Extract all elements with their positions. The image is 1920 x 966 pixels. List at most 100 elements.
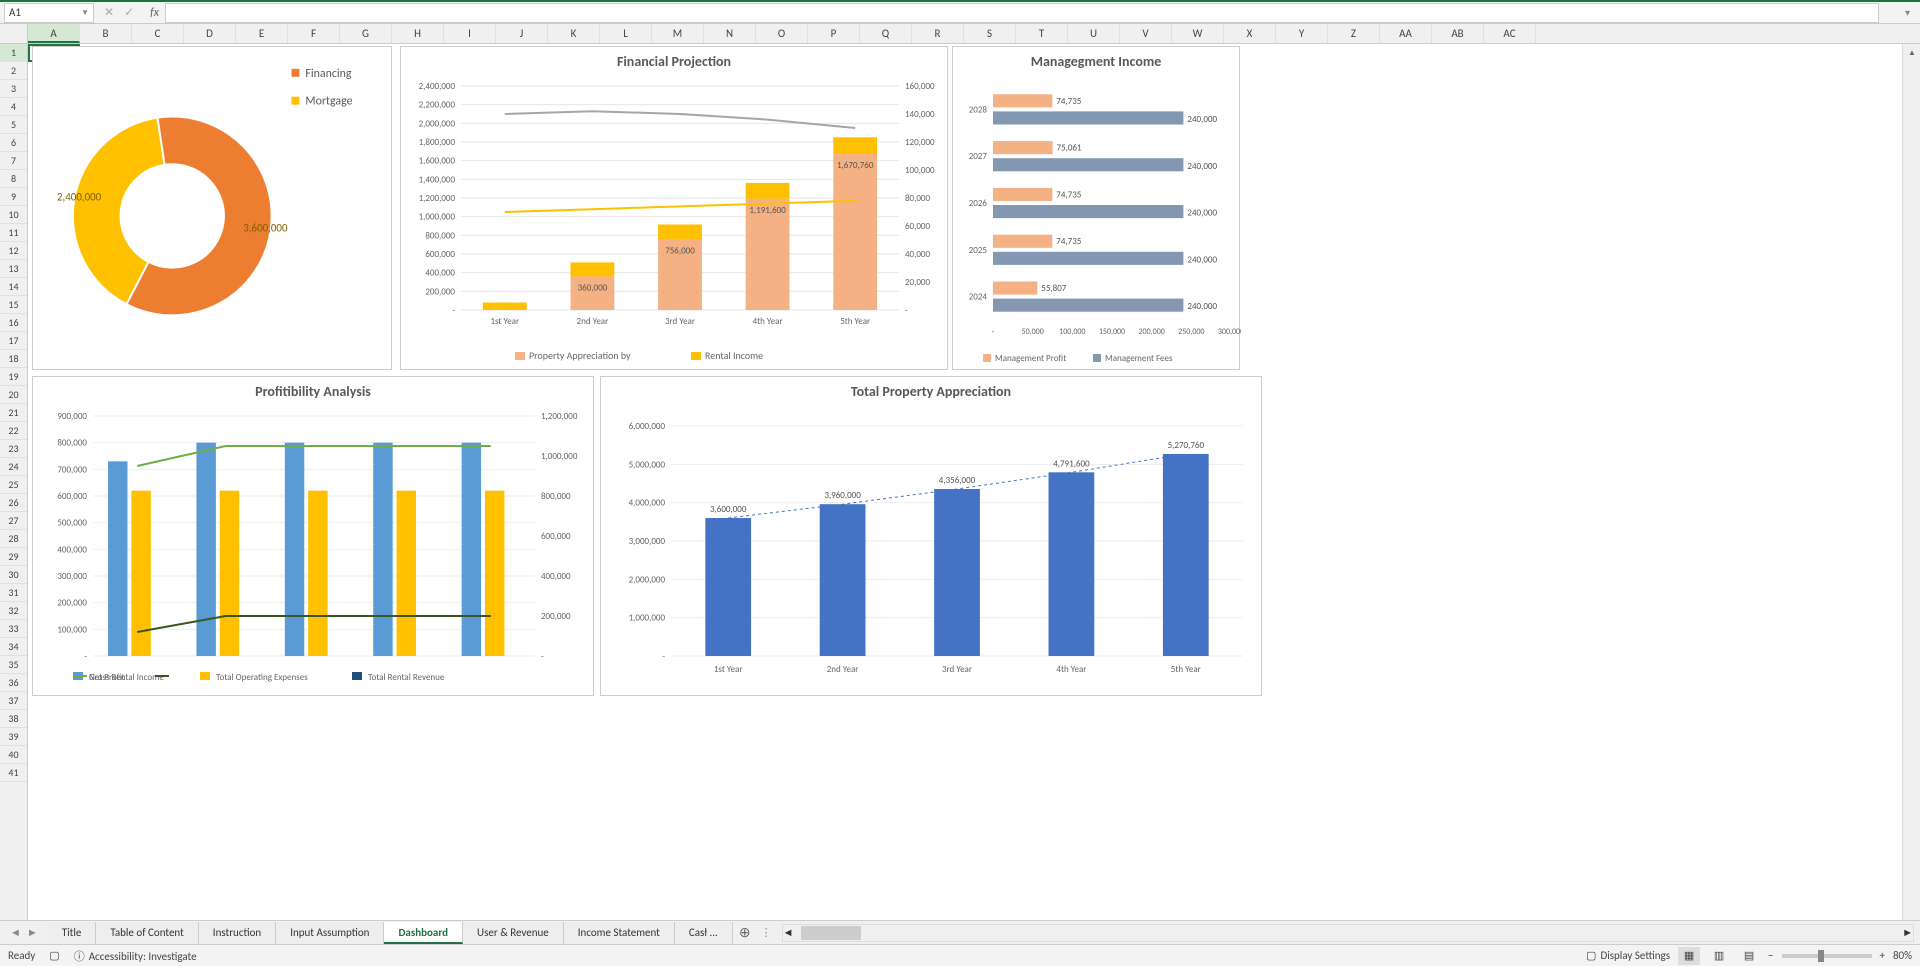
row-header[interactable]: 6: [0, 134, 27, 152]
column-header[interactable]: P: [808, 24, 860, 43]
tabs-more-icon[interactable]: ⋮: [757, 926, 776, 939]
formula-input[interactable]: [165, 3, 1879, 23]
row-header[interactable]: 3: [0, 80, 27, 98]
column-header[interactable]: F: [288, 24, 340, 43]
row-header[interactable]: 40: [0, 746, 27, 764]
name-box-dropdown-icon[interactable]: ▼: [81, 8, 89, 18]
row-header[interactable]: 20: [0, 386, 27, 404]
column-header[interactable]: I: [444, 24, 496, 43]
horizontal-scrollbar[interactable]: ◄ ►: [782, 924, 1914, 942]
column-header[interactable]: AC: [1484, 24, 1536, 43]
row-header[interactable]: 16: [0, 314, 27, 332]
row-header[interactable]: 15: [0, 296, 27, 314]
sheet-tab[interactable]: Dashboard: [384, 922, 463, 944]
column-header[interactable]: G: [340, 24, 392, 43]
column-header[interactable]: Q: [860, 24, 912, 43]
column-header[interactable]: B: [80, 24, 132, 43]
column-header[interactable]: J: [496, 24, 548, 43]
new-sheet-button[interactable]: ⊕: [733, 924, 757, 941]
row-header[interactable]: 13: [0, 260, 27, 278]
scroll-left-icon[interactable]: ◄: [783, 926, 794, 939]
view-normal-icon[interactable]: ▦: [1678, 947, 1700, 965]
sheet-canvas[interactable]: 3,600,0002,400,000FinancingMortgage Fina…: [28, 44, 1920, 920]
scroll-right-icon[interactable]: ►: [1902, 926, 1913, 939]
row-header[interactable]: 27: [0, 512, 27, 530]
row-header[interactable]: 4: [0, 98, 27, 116]
row-header[interactable]: 22: [0, 422, 27, 440]
row-header[interactable]: 2: [0, 62, 27, 80]
row-header[interactable]: 41: [0, 764, 27, 782]
row-header[interactable]: 25: [0, 476, 27, 494]
sheet-tab[interactable]: Instruction: [199, 922, 276, 944]
macro-record-icon[interactable]: ▢: [49, 949, 59, 962]
row-header[interactable]: 24: [0, 458, 27, 476]
scroll-thumb[interactable]: [801, 926, 861, 940]
view-page-layout-icon[interactable]: ▥: [1708, 947, 1730, 965]
row-header[interactable]: 12: [0, 242, 27, 260]
column-header[interactable]: K: [548, 24, 600, 43]
row-header[interactable]: 21: [0, 404, 27, 422]
row-header[interactable]: 36: [0, 674, 27, 692]
row-header[interactable]: 29: [0, 548, 27, 566]
row-header[interactable]: 37: [0, 692, 27, 710]
row-header[interactable]: 17: [0, 332, 27, 350]
row-header[interactable]: 32: [0, 602, 27, 620]
row-header[interactable]: 23: [0, 440, 27, 458]
column-header[interactable]: H: [392, 24, 444, 43]
row-header[interactable]: 35: [0, 656, 27, 674]
row-header[interactable]: 10: [0, 206, 27, 224]
row-header[interactable]: 28: [0, 530, 27, 548]
sheet-tab[interactable]: Income Statement: [564, 922, 675, 944]
zoom-slider[interactable]: [1782, 954, 1872, 958]
column-header[interactable]: M: [652, 24, 704, 43]
column-header[interactable]: R: [912, 24, 964, 43]
column-header[interactable]: W: [1172, 24, 1224, 43]
sheet-tab[interactable]: Title: [48, 922, 97, 944]
row-header[interactable]: 9: [0, 188, 27, 206]
column-header[interactable]: N: [704, 24, 756, 43]
row-header[interactable]: 39: [0, 728, 27, 746]
sheet-tab[interactable]: Table of Content: [96, 922, 198, 944]
sheet-tab[interactable]: Input Assumption: [276, 922, 384, 944]
sheet-tab[interactable]: User & Revenue: [463, 922, 564, 944]
fx-label[interactable]: fx: [144, 6, 165, 20]
accessibility-status[interactable]: ⓘAccessibility: Investigate: [74, 948, 197, 964]
chart-financing-mortgage-donut[interactable]: 3,600,0002,400,000FinancingMortgage: [32, 46, 392, 370]
chart-profitability-analysis[interactable]: Profitibility Analysis -100,000200,00030…: [32, 376, 594, 696]
view-page-break-icon[interactable]: ▤: [1738, 947, 1760, 965]
zoom-in-button[interactable]: +: [1880, 949, 1885, 962]
scroll-up-icon[interactable]: ▲: [1903, 44, 1920, 62]
column-header[interactable]: U: [1068, 24, 1120, 43]
tab-nav-prev-icon[interactable]: ◄: [10, 926, 21, 939]
display-settings-button[interactable]: ▢Display Settings: [1586, 949, 1670, 962]
column-header[interactable]: AA: [1380, 24, 1432, 43]
column-header[interactable]: Y: [1276, 24, 1328, 43]
column-header[interactable]: Z: [1328, 24, 1380, 43]
chart-total-property-appreciation[interactable]: Total Property Appreciation -1,000,0002,…: [600, 376, 1262, 696]
column-header[interactable]: T: [1016, 24, 1068, 43]
column-header[interactable]: L: [600, 24, 652, 43]
row-header[interactable]: 5: [0, 116, 27, 134]
row-header[interactable]: 30: [0, 566, 27, 584]
column-header[interactable]: X: [1224, 24, 1276, 43]
vertical-scrollbar[interactable]: ▲: [1902, 44, 1920, 920]
column-header[interactable]: C: [132, 24, 184, 43]
row-header[interactable]: 14: [0, 278, 27, 296]
row-header[interactable]: 34: [0, 638, 27, 656]
row-header[interactable]: 18: [0, 350, 27, 368]
select-all-corner[interactable]: [0, 24, 28, 43]
sheet-tab[interactable]: Casł ...: [675, 922, 733, 944]
row-header[interactable]: 1: [0, 44, 27, 62]
row-header[interactable]: 8: [0, 170, 27, 188]
row-header[interactable]: 38: [0, 710, 27, 728]
name-box[interactable]: A1 ▼: [4, 3, 94, 23]
zoom-out-button[interactable]: −: [1768, 949, 1773, 962]
row-header[interactable]: 19: [0, 368, 27, 386]
row-header[interactable]: 7: [0, 152, 27, 170]
row-header[interactable]: 33: [0, 620, 27, 638]
row-header[interactable]: 26: [0, 494, 27, 512]
chart-financial-projection[interactable]: Financial Projection -200,000400,000600,…: [400, 46, 948, 370]
column-header[interactable]: E: [236, 24, 288, 43]
column-header[interactable]: AB: [1432, 24, 1484, 43]
column-header[interactable]: V: [1120, 24, 1172, 43]
